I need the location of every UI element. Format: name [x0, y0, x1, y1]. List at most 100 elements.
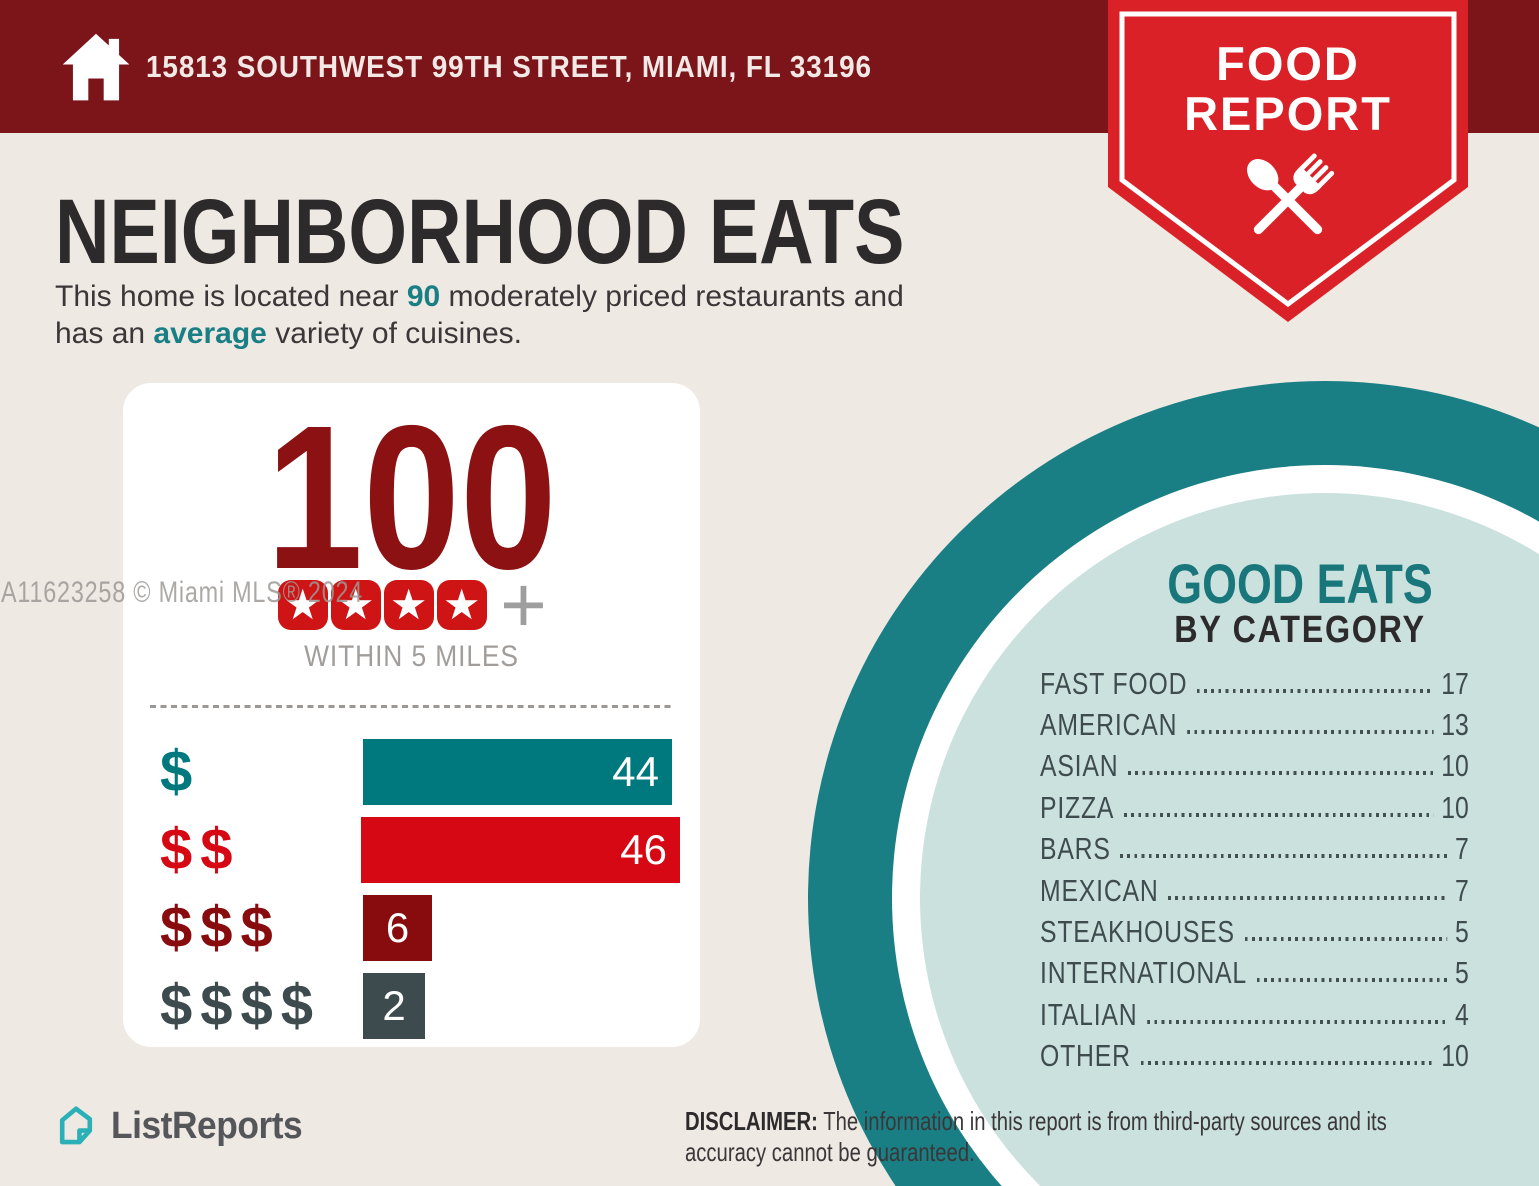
price-tier-bar-chart: $44 $$ 46 $$$ 6 $$$$ 2 [160, 739, 680, 1051]
listreports-logo: ListReports [53, 1103, 317, 1149]
disclaimer-line2: accuracy cannot be guaranteed. [685, 1137, 975, 1167]
category-count: 4 [1455, 996, 1469, 1032]
category-count: 10 [1441, 748, 1469, 784]
bar-category-label: $$$$ [160, 973, 322, 1038]
dotted-leader [1123, 812, 1434, 817]
dotted-leader [1196, 688, 1434, 693]
bar: 46 [360, 817, 680, 883]
bar: 6 [363, 895, 432, 961]
intro-highlight: average [153, 317, 267, 350]
good-eats-title: GOOD EATS [1167, 552, 1433, 615]
category-label: AMERICAN [1040, 707, 1178, 743]
category-label: INTERNATIONAL [1040, 955, 1247, 991]
dotted-divider [150, 705, 672, 708]
food-report-badge: FOOD REPORT [1108, 0, 1468, 322]
star-glyph: ★ [389, 581, 428, 628]
dotted-leader [1128, 771, 1434, 776]
intro-line2: has an average variety of cuisines. [55, 315, 904, 352]
home-icon [62, 33, 130, 101]
intro-segment: This home is located near [55, 280, 407, 313]
dotted-leader [1256, 978, 1447, 983]
dotted-leader [1120, 854, 1447, 859]
category-label: PIZZA [1040, 789, 1115, 825]
category-row: OTHER 10 [1040, 1036, 1469, 1077]
bar-value: 2 [382, 982, 406, 1029]
badge-title-line2: REPORT [1184, 87, 1392, 140]
mls-watermark: A11623258 © Miami MLS® 2024 [1, 576, 364, 609]
intro-text: This home is located near 90 moderately … [55, 278, 904, 352]
intro-segment: moderately priced restaurants and [440, 280, 904, 313]
category-label: FAST FOOD [1040, 665, 1188, 701]
category-count: 13 [1441, 707, 1469, 743]
bar-row: $$ 46 [160, 817, 680, 883]
bar-category-label: $ [160, 739, 201, 804]
bar: 44 [363, 739, 672, 805]
star-icon: ★ [277, 580, 328, 630]
category-count: 5 [1455, 914, 1469, 950]
badge-title-line1: FOOD [1216, 37, 1360, 90]
disclaimer-line1: DISCLAIMER: The information in this repo… [685, 1106, 1539, 1137]
dotted-leader [1244, 937, 1447, 942]
dotted-leader [1147, 1019, 1447, 1024]
food-score: 100 [266, 383, 557, 612]
star-glyph: ★ [336, 581, 375, 628]
star-icon: ★ [383, 580, 434, 630]
category-count: 17 [1441, 665, 1469, 701]
intro-segment: variety of cuisines. [266, 317, 522, 350]
category-row: BARS 7 [1040, 829, 1469, 870]
bar-category-label: $$ [160, 817, 241, 882]
bar: 2 [363, 973, 425, 1039]
category-row: PIZZA 10 [1040, 787, 1469, 828]
category-row: ITALIAN 4 [1040, 994, 1469, 1035]
radius-label: WITHIN 5 MILES [304, 640, 519, 673]
dotted-leader [1140, 1061, 1434, 1066]
listreports-icon [59, 1106, 93, 1145]
category-label: STEAKHOUSES [1040, 914, 1235, 950]
intro-line1: This home is located near 90 moderately … [55, 278, 904, 315]
category-label: MEXICAN [1040, 872, 1159, 908]
dotted-leader [1168, 895, 1447, 900]
category-row: STEAKHOUSES 5 [1040, 911, 1469, 952]
intro-segment: has an [55, 317, 154, 350]
star-icon: ★ [436, 580, 487, 630]
disclaimer: DISCLAIMER: The information in this repo… [685, 1106, 1539, 1168]
category-row: INTERNATIONAL 5 [1040, 953, 1469, 994]
bar-row: $$$$ 2 [160, 973, 680, 1039]
bar-row: $$$ 6 [160, 895, 680, 961]
category-count: 7 [1455, 872, 1469, 908]
category-row: MEXICAN 7 [1040, 870, 1469, 911]
star-glyph: ★ [283, 581, 322, 628]
ribbon-shape-icon [1108, 0, 1468, 322]
category-row: AMERICAN 13 [1040, 704, 1469, 745]
category-count: 7 [1455, 831, 1469, 867]
category-row: FAST FOOD 17 [1040, 663, 1469, 704]
intro-highlight: 90 [406, 280, 441, 313]
plus-icon: + [500, 560, 547, 649]
bar-value: 44 [612, 748, 659, 795]
spoon-fork-icon [1247, 153, 1335, 235]
listreports-wordmark: ListReports [111, 1104, 303, 1147]
disclaimer-line1-text: The information in this report is from t… [817, 1106, 1387, 1136]
category-count: 10 [1441, 789, 1469, 825]
bar-value: 46 [620, 826, 667, 873]
category-label: ASIAN [1040, 748, 1119, 784]
category-label: BARS [1040, 831, 1111, 867]
star-glyph: ★ [442, 581, 481, 628]
dotted-leader [1186, 730, 1434, 735]
star-icon: ★ [330, 580, 381, 630]
page-title: NEIGHBORHOOD EATS [55, 181, 905, 283]
bar-value: 6 [385, 904, 410, 951]
disclaimer-label: DISCLAIMER: [685, 1106, 818, 1136]
star-rating: ★ ★ ★ ★ + [123, 560, 700, 649]
category-count: 5 [1455, 955, 1469, 991]
good-eats-subtitle: BY CATEGORY [1174, 609, 1426, 651]
bar-row: $44 [160, 739, 680, 805]
good-eats-list: FAST FOOD 17 AMERICAN 13 ASIAN 10 PIZZA 10 BARS 7… [1040, 663, 1469, 1077]
category-label: ITALIAN [1040, 996, 1138, 1032]
category-count: 10 [1441, 1038, 1469, 1074]
category-label: OTHER [1040, 1038, 1131, 1074]
bar-category-label: $$$ [160, 895, 281, 960]
score-card: 100 ★ ★ ★ ★ + WITHIN 5 MILES $44 $$ 46 $$$ 6 $$$$… [123, 383, 700, 1047]
property-address: 15813 SOUTHWEST 99TH STREET, MIAMI, FL 3… [146, 48, 872, 84]
